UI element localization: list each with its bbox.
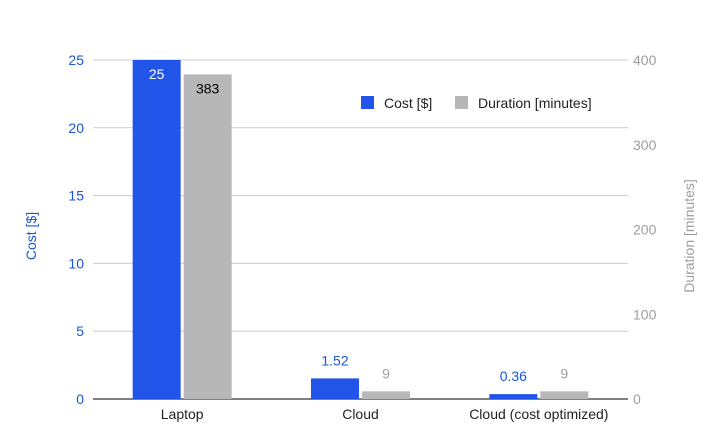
data-label: 0.36 — [500, 368, 527, 384]
right-axis-ticks: 0 100 200 300 400 — [633, 52, 657, 407]
y-right-tick-label: 100 — [633, 306, 657, 322]
y-left-tick-label: 25 — [68, 52, 84, 68]
legend-swatch-cost — [361, 96, 374, 109]
bar-cost — [489, 394, 538, 399]
x-category-label: Cloud — [342, 406, 379, 422]
legend-label-cost: Cost [$] — [384, 95, 432, 111]
data-label: 383 — [196, 80, 220, 96]
y-left-tick-label: 20 — [68, 120, 84, 136]
y-left-tick-label: 10 — [68, 255, 84, 271]
data-label: 9 — [560, 365, 568, 381]
x-category-label: Laptop — [161, 406, 204, 422]
legend: Cost [$] Duration [minutes] — [361, 95, 592, 111]
legend-swatch-duration — [455, 96, 468, 109]
legend-label-duration: Duration [minutes] — [478, 95, 592, 111]
bars — [132, 60, 589, 399]
data-labels: 25 383 1.52 9 0.36 9 — [149, 66, 569, 384]
bar-duration — [540, 391, 589, 399]
y-right-tick-label: 300 — [633, 137, 657, 153]
y-left-tick-label: 5 — [76, 323, 84, 339]
bar-duration — [362, 391, 410, 399]
bar-duration — [183, 74, 232, 399]
data-label: 1.52 — [321, 352, 348, 368]
gridlines — [93, 59, 628, 400]
bar-cost — [311, 378, 359, 399]
bar-cost — [132, 60, 181, 399]
data-label: 25 — [149, 66, 165, 82]
category-labels: Laptop Cloud Cloud (cost optimized) — [161, 406, 609, 422]
data-label: 9 — [382, 365, 390, 381]
y-left-axis-title: Cost [$] — [23, 212, 39, 260]
y-right-tick-label: 0 — [633, 391, 641, 407]
y-left-tick-label: 0 — [76, 391, 84, 407]
y-right-tick-label: 400 — [633, 52, 657, 68]
y-left-tick-label: 15 — [68, 188, 84, 204]
x-category-label: Cloud (cost optimized) — [469, 406, 608, 422]
left-axis-ticks: 0 5 10 15 20 25 — [68, 52, 84, 407]
y-right-tick-label: 200 — [633, 222, 657, 238]
y-right-axis-title: Duration [minutes] — [681, 179, 697, 293]
